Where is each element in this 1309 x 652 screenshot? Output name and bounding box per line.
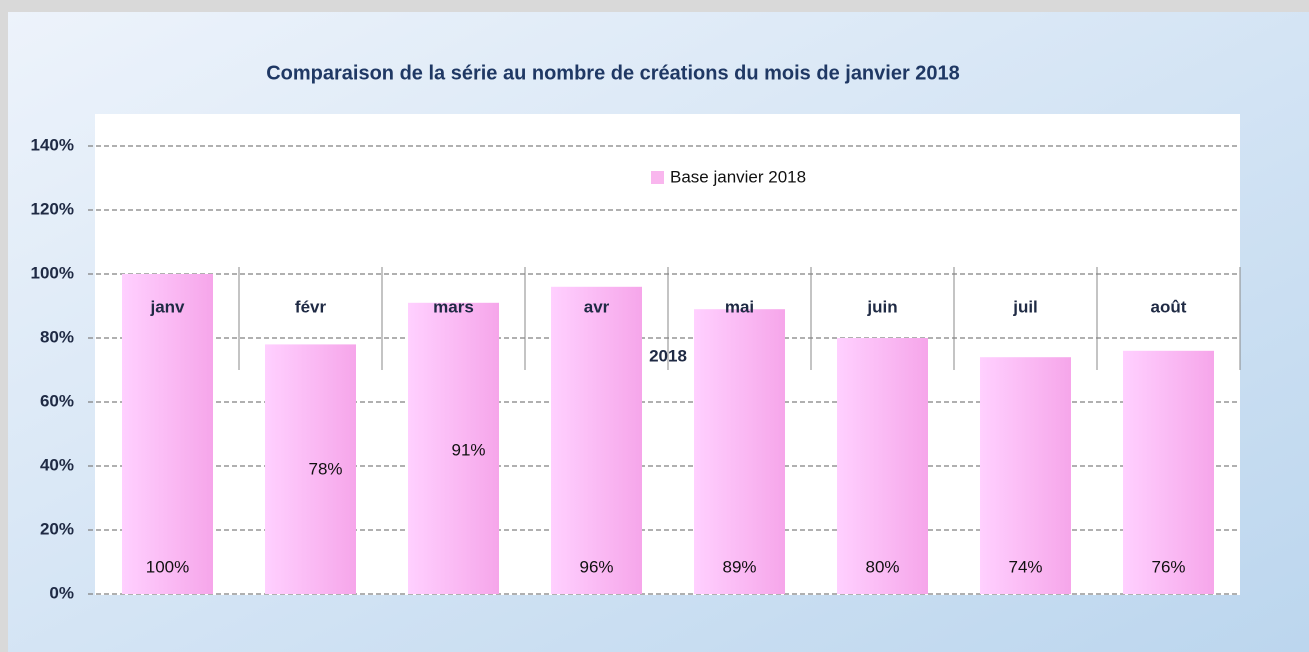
bar xyxy=(980,357,1071,594)
data-label: 91% xyxy=(451,440,485,459)
x-tick-label: août xyxy=(1151,297,1187,316)
x-tick-label: juin xyxy=(866,297,897,316)
data-label: 74% xyxy=(1008,557,1042,576)
x-tick-label: mars xyxy=(433,297,474,316)
y-tick-label: 120% xyxy=(31,199,74,218)
x-tick-label: juil xyxy=(1012,297,1038,316)
y-tick-label: 100% xyxy=(31,263,74,282)
data-label: 100% xyxy=(146,557,189,576)
legend-swatch xyxy=(651,171,664,184)
annotation: 2018 xyxy=(649,346,687,365)
bar xyxy=(837,338,928,594)
y-tick-label: 0% xyxy=(49,583,74,602)
bar xyxy=(1123,350,1214,594)
x-tick-label: avr xyxy=(584,297,610,316)
x-tick-label: janv xyxy=(149,297,185,316)
data-label: 80% xyxy=(865,557,899,576)
y-tick-label: 80% xyxy=(40,327,74,346)
y-tick-label: 40% xyxy=(40,455,74,474)
x-tick-label: févr xyxy=(295,297,327,316)
bar xyxy=(408,302,499,594)
legend-label: Base janvier 2018 xyxy=(670,167,806,186)
data-label: 76% xyxy=(1151,557,1185,576)
chart-title: Comparaison de la série au nombre de cré… xyxy=(266,62,960,84)
bar xyxy=(694,309,785,594)
bar xyxy=(551,286,642,594)
bar xyxy=(122,274,213,594)
data-label: 78% xyxy=(308,459,342,478)
data-label: 89% xyxy=(722,557,756,576)
y-tick-label: 60% xyxy=(40,391,74,410)
bar xyxy=(265,344,356,594)
x-tick-label: mai xyxy=(725,297,754,316)
y-tick-label: 20% xyxy=(40,519,74,538)
data-label: 96% xyxy=(579,557,613,576)
y-tick-label: 140% xyxy=(31,135,74,154)
